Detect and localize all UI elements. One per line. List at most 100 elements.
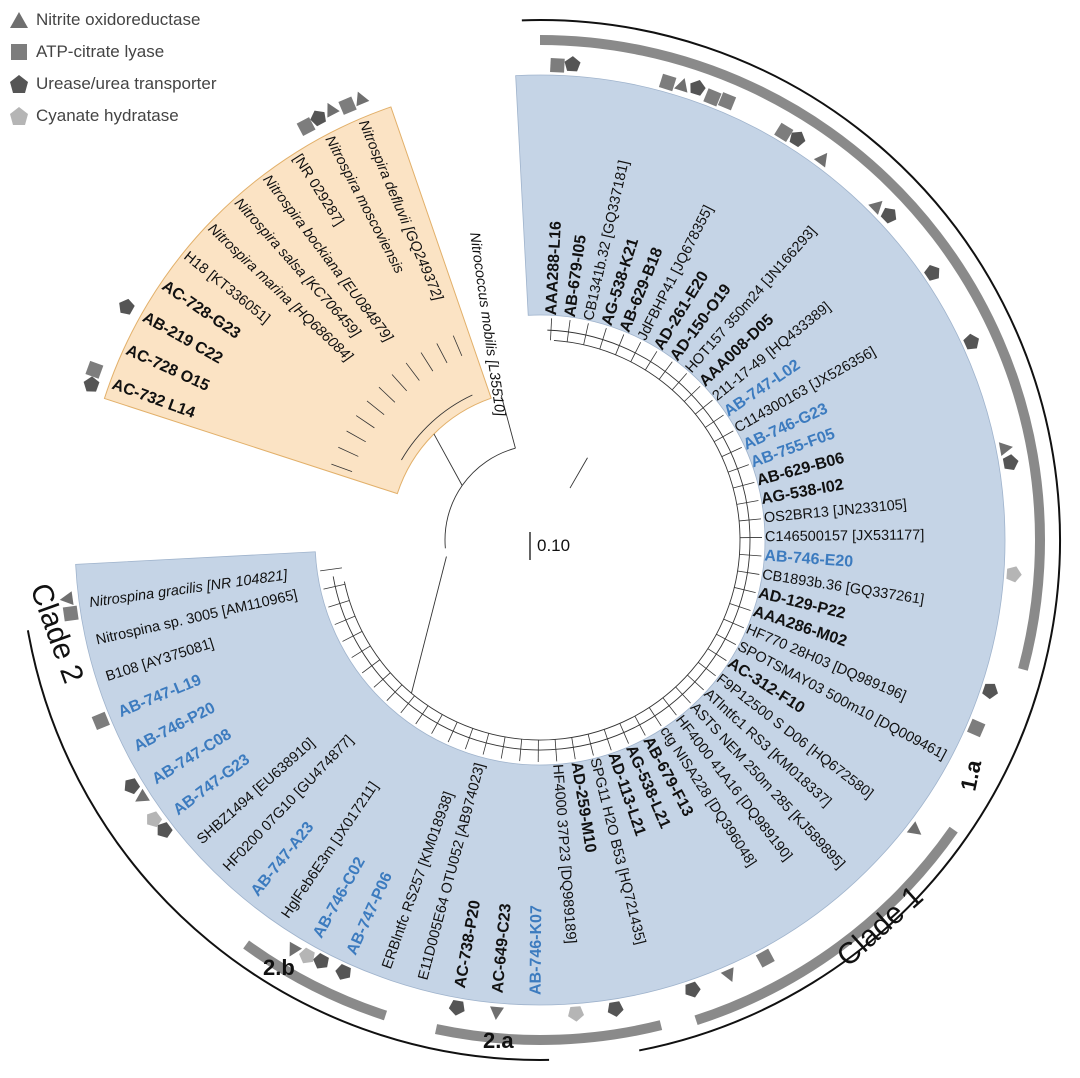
leaf-branch (386, 684, 403, 701)
leaf-branch (378, 386, 396, 403)
leaf-branch (707, 648, 727, 661)
pentagon-icon (10, 75, 28, 93)
leaf-branch (554, 739, 558, 762)
legend-label: Urease/urea transporter (36, 74, 217, 93)
square-marker-icon (967, 718, 986, 738)
leaf-branch (464, 728, 474, 750)
leaf-branch (734, 587, 756, 594)
pentagon-marker-icon (310, 110, 326, 127)
triangle-marker-icon (906, 821, 922, 835)
clade-2-arc (26, 630, 550, 1061)
triangle-marker-icon (490, 1006, 504, 1020)
triangle-marker-icon (327, 102, 340, 118)
leaf-label: C146500157 [JX531177] (765, 527, 925, 545)
clade-1-label: Clade 1 (831, 879, 930, 973)
branch-arc (343, 340, 741, 741)
leaf-branch (338, 446, 359, 457)
pentagon-marker-icon (564, 56, 581, 72)
leaf-branch (615, 334, 625, 355)
square-marker-icon (658, 73, 677, 92)
branch-arc (444, 447, 516, 549)
triangle-marker-icon (674, 78, 688, 93)
leaf-branch (675, 686, 691, 704)
pentagon-marker-icon (924, 264, 940, 281)
square-marker-icon (91, 711, 110, 731)
leaf-branch (452, 335, 463, 357)
leaf-branch (405, 362, 420, 381)
leaf-branch (550, 318, 553, 341)
legend-item-atp-citrate-lyase: ATP-citrate lyase (8, 36, 268, 68)
leaf-branch (695, 399, 713, 415)
pentagon-marker-icon (448, 999, 465, 1016)
leaf-branch (519, 739, 523, 762)
pentagon-light-marker-icon (1006, 566, 1022, 583)
pentagon-marker-icon (119, 298, 135, 315)
leaf-branch (697, 661, 716, 677)
gene-markers (59, 56, 1022, 1022)
subclade-2a-bar (435, 1020, 663, 1045)
leaf-branch (331, 463, 353, 472)
leaf-branch (482, 733, 490, 755)
legend-item-nitrite-oxidoreductase: Nitrite oxidoreductase (8, 4, 268, 36)
leaf-branch (323, 583, 346, 590)
leaf-branch (736, 500, 759, 505)
pentagon-marker-icon (124, 778, 141, 795)
leaf-branch (658, 361, 673, 380)
branch-arc (401, 394, 473, 461)
legend-item-urease: Urease/urea transporter (8, 68, 268, 100)
triangle-marker-icon (998, 442, 1013, 457)
leaf-branch (447, 721, 458, 743)
legend-label: ATP-citrate lyase (36, 42, 165, 61)
branch-arc (332, 329, 751, 751)
leaf-branch (733, 481, 755, 489)
pentagon-light-marker-icon (568, 1006, 585, 1022)
leaf-branch (721, 447, 742, 457)
leaf-branch (729, 603, 751, 611)
pentagon-light-marker-icon (299, 947, 315, 964)
leaf-branch (431, 714, 443, 734)
pentagon-light-marker-icon (147, 811, 163, 828)
triangle-marker-icon (720, 967, 734, 982)
triangle-marker-icon (356, 91, 370, 107)
leaf-branch (334, 615, 356, 625)
square-marker-icon (703, 88, 722, 107)
pentagon-marker-icon (789, 131, 806, 148)
pentagon-marker-icon (1002, 454, 1019, 470)
leaf-branch (630, 341, 642, 362)
clade-sectors (75, 74, 1006, 1006)
leaf-branch (683, 385, 701, 402)
subclade-2b-label: 2.b (263, 955, 295, 980)
branch-link (500, 394, 516, 449)
branch-link (569, 457, 588, 489)
pentagon-marker-icon (963, 333, 979, 350)
leaf-label: AB-746-K07 (528, 905, 546, 995)
pentagon-marker-icon (83, 376, 100, 392)
leaf-branch (716, 633, 737, 645)
leaf-branch (320, 567, 343, 572)
leaf-branch (634, 715, 646, 736)
square-marker-icon (338, 96, 357, 115)
clade-1-arc (521, 18, 1062, 1052)
pentagon-marker-icon (685, 981, 701, 998)
square-marker-icon (85, 360, 104, 379)
branch-link (411, 556, 447, 694)
leaf-branch (713, 430, 734, 443)
leaf-branch (687, 674, 704, 691)
leaf-label: AB-746-E20 (764, 547, 854, 570)
leaf-branch (351, 645, 371, 658)
leaf-branch (400, 695, 415, 714)
square-marker-icon (755, 948, 775, 968)
pentagon-light-icon (10, 107, 28, 125)
pentagon-marker-icon (690, 79, 706, 96)
pentagon-marker-icon (335, 963, 351, 980)
square-icon (11, 44, 27, 60)
triangle-marker-icon (135, 788, 150, 802)
leaf-branch (328, 600, 350, 608)
leaf-branch (739, 554, 762, 557)
legend-item-cyanate-hydratase: Cyanate hydratase (8, 100, 268, 132)
square-marker-icon (550, 57, 565, 73)
scale-bar-label: 0.10 (537, 536, 570, 555)
clade-arcs (26, 18, 1062, 1061)
triangle-marker-icon (813, 152, 828, 168)
leaf-branch (391, 374, 407, 392)
